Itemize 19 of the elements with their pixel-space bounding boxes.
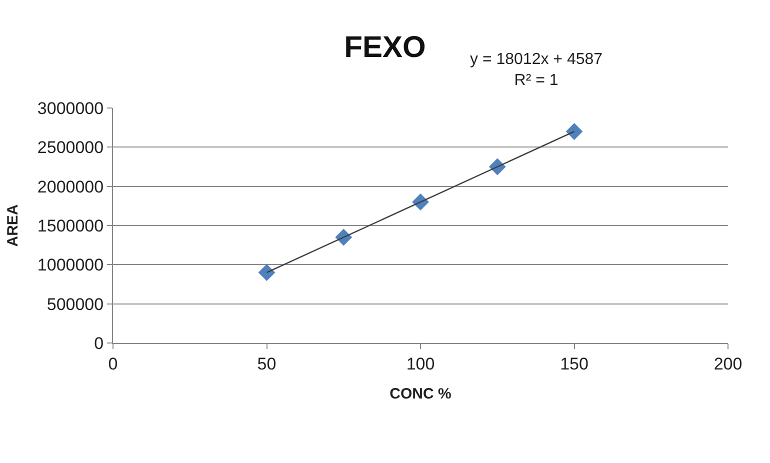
text: y = 18012x + 4587 bbox=[470, 51, 603, 68]
y-tick-label: 1500000 bbox=[37, 216, 104, 236]
y-tick-label: 1000000 bbox=[37, 256, 104, 275]
y-axis-title: AREA bbox=[4, 204, 22, 247]
chart-title: FEXO bbox=[344, 30, 426, 64]
x-tick-label: 150 bbox=[560, 354, 588, 374]
point bbox=[258, 264, 276, 281]
x-tick-label: 200 bbox=[714, 354, 742, 374]
x-tick-label: 50 bbox=[257, 354, 276, 374]
x-axis-title: CONC % bbox=[390, 385, 452, 402]
x-tick-label: 100 bbox=[406, 354, 435, 374]
y-tick-label: 2000000 bbox=[37, 177, 104, 196]
y-tick-label: 0 bbox=[94, 334, 104, 353]
y-tick-label: 2500000 bbox=[37, 138, 104, 158]
x-tick-label: 0 bbox=[108, 354, 118, 374]
point bbox=[566, 123, 583, 140]
text: R² = 1 bbox=[514, 72, 558, 89]
y-tick-label: 500000 bbox=[46, 294, 104, 314]
y-tick-label: 3000000 bbox=[37, 98, 104, 118]
